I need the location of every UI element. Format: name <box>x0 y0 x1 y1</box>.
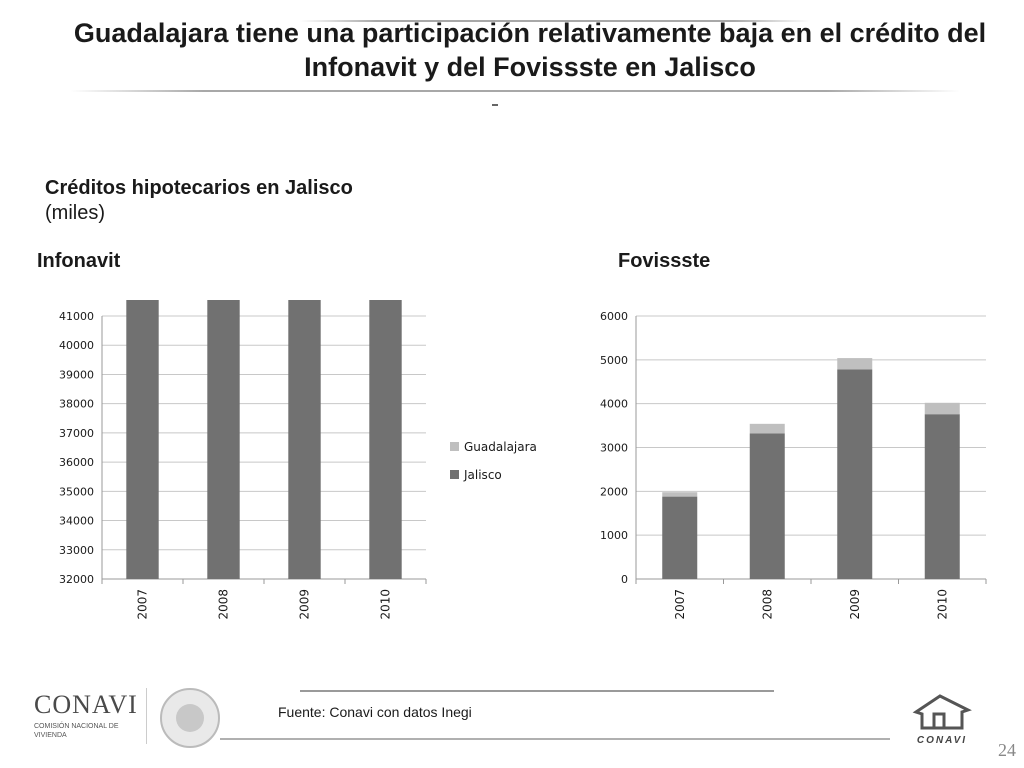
infonavit-ytick-label: 40000 <box>59 339 94 352</box>
infonavit-xtick-label: 2010 <box>379 589 393 620</box>
infonavit-xtick-label: 2009 <box>298 589 312 620</box>
conavi-house-logo: CONAVI <box>910 690 974 746</box>
logo-separator <box>146 688 147 744</box>
page-number: 24 <box>998 740 1016 760</box>
title-dash <box>492 104 498 106</box>
fovissste-bar-guadalajara <box>837 358 873 370</box>
infonavit-ytick-label: 34000 <box>59 515 94 528</box>
fovissste-xtick-label: 2010 <box>935 589 949 620</box>
infonavit-bar-jalisco <box>288 300 321 579</box>
house-icon <box>912 694 972 730</box>
infonavit-bar-jalisco <box>207 300 240 579</box>
infonavit-ytick-label: 33000 <box>59 544 94 557</box>
fovissste-bar-jalisco <box>837 369 873 579</box>
subtitle-main: Créditos hipotecarios en Jalisco <box>45 177 353 199</box>
infonavit-ytick-label: 38000 <box>59 398 94 411</box>
fovissste-chart: 0 1000 2000 3000 4000 5000 6000 2007 2008 2009 201… <box>600 310 987 620</box>
fovissste-ytick-label: 6000 <box>600 310 628 323</box>
conavi-logo-subtext: COMISIÓN NACIONAL DE VIVIENDA <box>34 723 119 739</box>
fovissste-bar-jalisco <box>662 496 698 579</box>
infonavit-ytick-label: 41000 <box>59 310 94 323</box>
infonavit-ytick-label: 35000 <box>59 485 94 498</box>
fovissste-xtick-label: 2008 <box>760 589 774 620</box>
fovissste-title: Fovissste <box>618 250 711 272</box>
footer-rule-bottom <box>220 738 890 740</box>
chart-subtitle: Créditos hipotecarios en Jalisco (miles) <box>45 176 353 226</box>
infonavit-xtick-label: 2008 <box>217 589 231 620</box>
conavi-logo: CONAVI COMISIÓN NACIONAL DE VIVIENDA <box>34 692 138 740</box>
fovissste-ytick-label: 3000 <box>600 442 628 455</box>
conavi-logo-text: CONAVI <box>34 690 138 719</box>
subtitle-unit: (miles) <box>45 202 105 224</box>
legend-swatch-jalisco <box>450 470 459 479</box>
footer-rule-top <box>300 690 774 692</box>
fovissste-bar-jalisco <box>749 433 785 579</box>
infonavit-bar-jalisco <box>369 300 402 579</box>
legend-swatch-guadalajara <box>450 442 459 451</box>
government-seal-icon <box>160 688 220 748</box>
source-note: Fuente: Conavi con datos Inegi <box>278 704 472 720</box>
infonavit-xtick-label: 2007 <box>136 589 150 620</box>
fovissste-ytick-label: 0 <box>621 573 628 586</box>
fovissste-ytick-label: 5000 <box>600 354 628 367</box>
infonavit-ytick-label: 32000 <box>59 573 94 586</box>
infonavit-ytick-label: 37000 <box>59 427 94 440</box>
infonavit-bar-jalisco <box>126 300 159 580</box>
fovissste-bar-guadalajara <box>662 492 698 497</box>
infonavit-chart: 32000 33000 34000 35000 36000 37000 38000 39000… <box>59 300 537 620</box>
infonavit-title: Infonavit <box>37 250 121 272</box>
fovissste-bar-guadalajara <box>924 402 960 415</box>
infonavit-ytick-label: 39000 <box>59 368 94 381</box>
legend-label-guadalajara: Guadalajara <box>464 440 537 454</box>
house-logo-text: CONAVI <box>916 735 968 746</box>
slide-title: Guadalajara tiene una participación rela… <box>73 18 987 82</box>
infonavit-ytick-label: 36000 <box>59 456 94 469</box>
legend-label-jalisco: Jalisco <box>463 468 502 482</box>
fovissste-xtick-label: 2007 <box>673 589 687 620</box>
fovissste-ytick-label: 1000 <box>600 529 628 542</box>
fovissste-xtick-label: 2009 <box>848 589 862 620</box>
fovissste-bar-jalisco <box>924 414 960 579</box>
title-top-rule <box>300 20 810 22</box>
fovissste-ytick-label: 4000 <box>600 398 628 411</box>
fovissste-bar-guadalajara <box>749 423 785 434</box>
title-bottom-rule <box>70 90 960 92</box>
fovissste-ytick-label: 2000 <box>600 485 628 498</box>
